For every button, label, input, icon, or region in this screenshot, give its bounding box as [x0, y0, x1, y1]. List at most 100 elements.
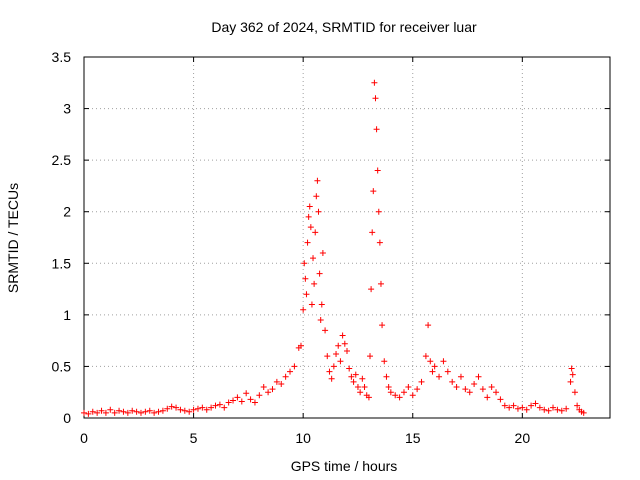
data-point	[269, 386, 276, 393]
data-point	[98, 407, 105, 414]
data-point	[212, 402, 219, 409]
x-tick-label: 20	[515, 430, 531, 446]
data-point	[238, 398, 245, 405]
data-point	[313, 193, 320, 200]
data-point	[571, 389, 578, 396]
data-point	[151, 409, 158, 416]
data-point	[373, 126, 380, 133]
data-point	[287, 368, 294, 375]
data-point	[124, 409, 131, 416]
data-point	[85, 410, 92, 417]
data-point	[319, 249, 326, 256]
data-point	[306, 203, 313, 210]
data-point	[545, 407, 552, 414]
data-point	[385, 384, 392, 391]
data-point	[381, 358, 388, 365]
data-point	[563, 405, 570, 412]
data-point	[243, 390, 250, 397]
data-point	[484, 394, 491, 401]
data-point	[497, 396, 504, 403]
data-point	[335, 342, 342, 349]
data-point	[409, 392, 416, 399]
data-point	[361, 384, 368, 391]
data-point	[532, 400, 539, 407]
data-point	[305, 213, 312, 220]
data-point	[569, 371, 576, 378]
data-points	[81, 79, 587, 417]
data-point	[177, 406, 184, 413]
y-tick-label: 0	[63, 410, 71, 426]
x-axis-title: GPS time / hours	[291, 458, 398, 474]
data-point	[120, 408, 127, 415]
data-point	[352, 371, 359, 378]
data-point	[216, 401, 223, 408]
y-tick-label: 1.5	[52, 255, 72, 271]
data-point	[265, 389, 272, 396]
data-point	[429, 368, 436, 375]
data-point	[337, 358, 344, 365]
data-point	[107, 406, 114, 413]
data-point	[164, 405, 171, 412]
data-point	[528, 402, 535, 409]
data-point	[580, 409, 587, 416]
x-tick-label: 15	[405, 430, 421, 446]
data-point	[392, 392, 399, 399]
data-point	[558, 407, 565, 414]
y-tick-label: 2	[63, 204, 71, 220]
data-point	[199, 404, 206, 411]
data-point	[466, 389, 473, 396]
data-point	[444, 368, 451, 375]
data-point	[300, 306, 307, 313]
data-point	[427, 358, 434, 365]
data-point	[302, 275, 309, 282]
data-point	[181, 407, 188, 414]
data-point	[297, 342, 304, 349]
data-point	[376, 239, 383, 246]
data-point	[129, 407, 136, 414]
data-point	[400, 389, 407, 396]
data-point	[359, 375, 366, 382]
data-point	[317, 317, 324, 324]
data-point	[440, 358, 447, 365]
data-point	[453, 384, 460, 391]
data-point	[554, 406, 561, 413]
data-point	[278, 380, 285, 387]
data-point	[431, 363, 438, 370]
data-point	[314, 177, 321, 184]
data-point	[310, 255, 317, 262]
data-point	[341, 340, 348, 347]
data-point	[501, 402, 508, 409]
data-point	[348, 373, 355, 380]
data-point	[379, 322, 386, 329]
data-point	[346, 365, 353, 372]
x-tick-label: 5	[190, 430, 198, 446]
data-point	[318, 301, 325, 308]
data-point	[256, 392, 263, 399]
data-point	[387, 389, 394, 396]
data-point	[116, 407, 123, 414]
data-point	[350, 378, 357, 385]
data-point	[315, 208, 322, 215]
data-point	[168, 403, 175, 410]
data-point	[94, 409, 101, 416]
data-point	[190, 406, 197, 413]
data-point	[339, 332, 346, 339]
data-point	[449, 378, 456, 385]
data-point	[405, 384, 412, 391]
data-point	[514, 405, 521, 412]
data-point	[225, 399, 232, 406]
data-point	[568, 365, 575, 372]
data-point	[375, 208, 382, 215]
data-point	[519, 404, 526, 411]
data-point	[370, 188, 377, 195]
x-tick-label: 10	[295, 430, 311, 446]
data-point	[396, 394, 403, 401]
data-point	[173, 404, 180, 411]
y-tick-label: 1	[63, 307, 71, 323]
y-tick-label: 3	[63, 101, 71, 117]
data-point	[462, 386, 469, 393]
data-point	[186, 408, 193, 415]
data-point	[312, 229, 319, 236]
data-point	[328, 375, 335, 382]
